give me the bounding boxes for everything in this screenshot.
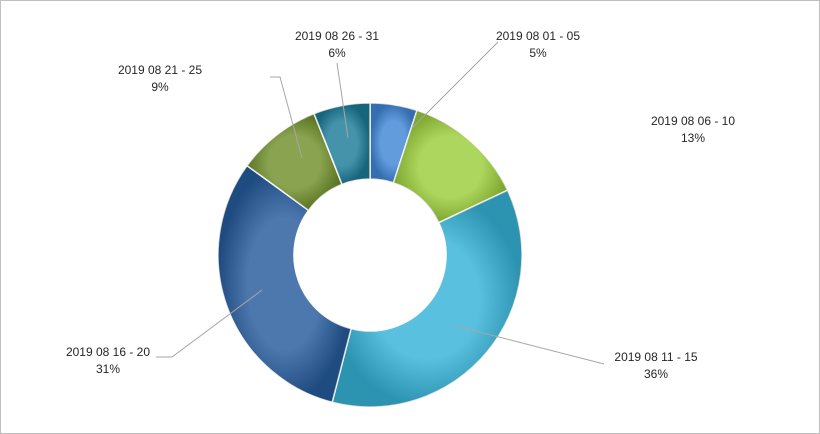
value-label-5: 6% [328,46,346,60]
leader-line-5 [336,62,349,139]
value-label-2: 36% [644,367,668,381]
slice-shade-2 [332,190,522,407]
value-label-4: 9% [151,80,169,94]
leader-line-0 [411,41,499,129]
slice-shade-4 [247,113,343,211]
leader-line-2 [455,325,605,365]
leader-line-3 [156,289,263,358]
category-label-0: 2019 08 01 - 05 [496,29,580,43]
value-label-3: 31% [96,362,120,376]
category-label-3: 2019 08 16 - 20 [66,345,150,359]
value-label-1: 13% [681,131,705,145]
value-label-0: 5% [529,46,547,60]
slice-shade-0 [370,103,417,183]
category-label-5: 2019 08 26 - 31 [295,29,379,43]
category-label-2: 2019 08 11 - 15 [614,350,698,364]
leader-line-4 [270,76,303,159]
slice-shade-3 [217,165,352,403]
category-label-1: 2019 08 06 - 10 [651,114,735,128]
slice-shade-5 [314,103,370,185]
category-label-4: 2019 08 21 - 25 [118,63,202,77]
slice-shade-1 [393,110,508,223]
